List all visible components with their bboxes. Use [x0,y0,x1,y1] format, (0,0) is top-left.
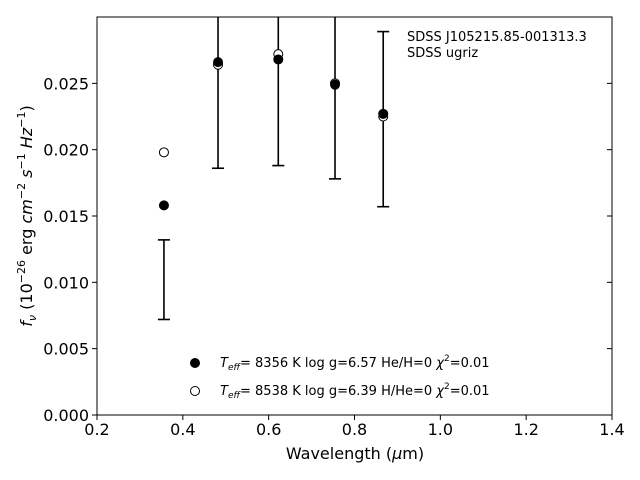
legend-marker-filled [190,358,200,368]
error-bars [157,17,390,321]
legend-marker-open [190,386,200,396]
point-open [158,147,169,158]
x-tick-label: 0.2 [84,420,109,439]
point-filled [158,200,169,211]
x-tick-label: 0.6 [256,420,281,439]
x-tick-label: 1.0 [428,420,453,439]
x-axis-ticks: 0.2 0.4 0.6 0.8 1.0 1.2 1.4 [84,415,625,439]
legend-entry-filled: Teff= 8356 K log g=6.57 He/H=0 χ2=0.01 [220,354,490,373]
point-filled [330,79,341,90]
legend-entry-open: Teff= 8538 K log g=6.39 H/He=0 χ2=0.01 [220,382,490,401]
point-filled [273,54,284,65]
y-tick-label: 0.020 [43,141,89,160]
x-tick-label: 0.8 [342,420,367,439]
y-tick-label: 0.025 [43,74,89,93]
point-filled [213,57,224,68]
x-tick-label: 0.4 [170,420,195,439]
x-tick-label: 1.2 [513,420,538,439]
y-tick-label: 0.000 [43,406,89,425]
y-tick-label: 0.005 [43,340,89,359]
y-axis-ticks: 0.000 0.005 0.010 0.015 0.020 0.025 [43,74,612,425]
annotation-object-name: SDSS J105215.85-001313.3 [407,30,587,45]
y-tick-label: 0.010 [43,273,89,292]
x-tick-label: 1.4 [599,420,624,439]
point-filled [378,108,389,119]
data-points [158,49,389,211]
y-axis-title: fν (10−26 erg cm−2 s−1 Hz−1) [15,105,39,326]
legend: Teff= 8356 K log g=6.57 He/H=0 χ2=0.01 T… [190,354,490,401]
y-tick-label: 0.015 [43,207,89,226]
x-axis-title: Wavelength (μm) [286,444,424,463]
annotation-filter-set: SDSS ugriz [407,46,478,61]
